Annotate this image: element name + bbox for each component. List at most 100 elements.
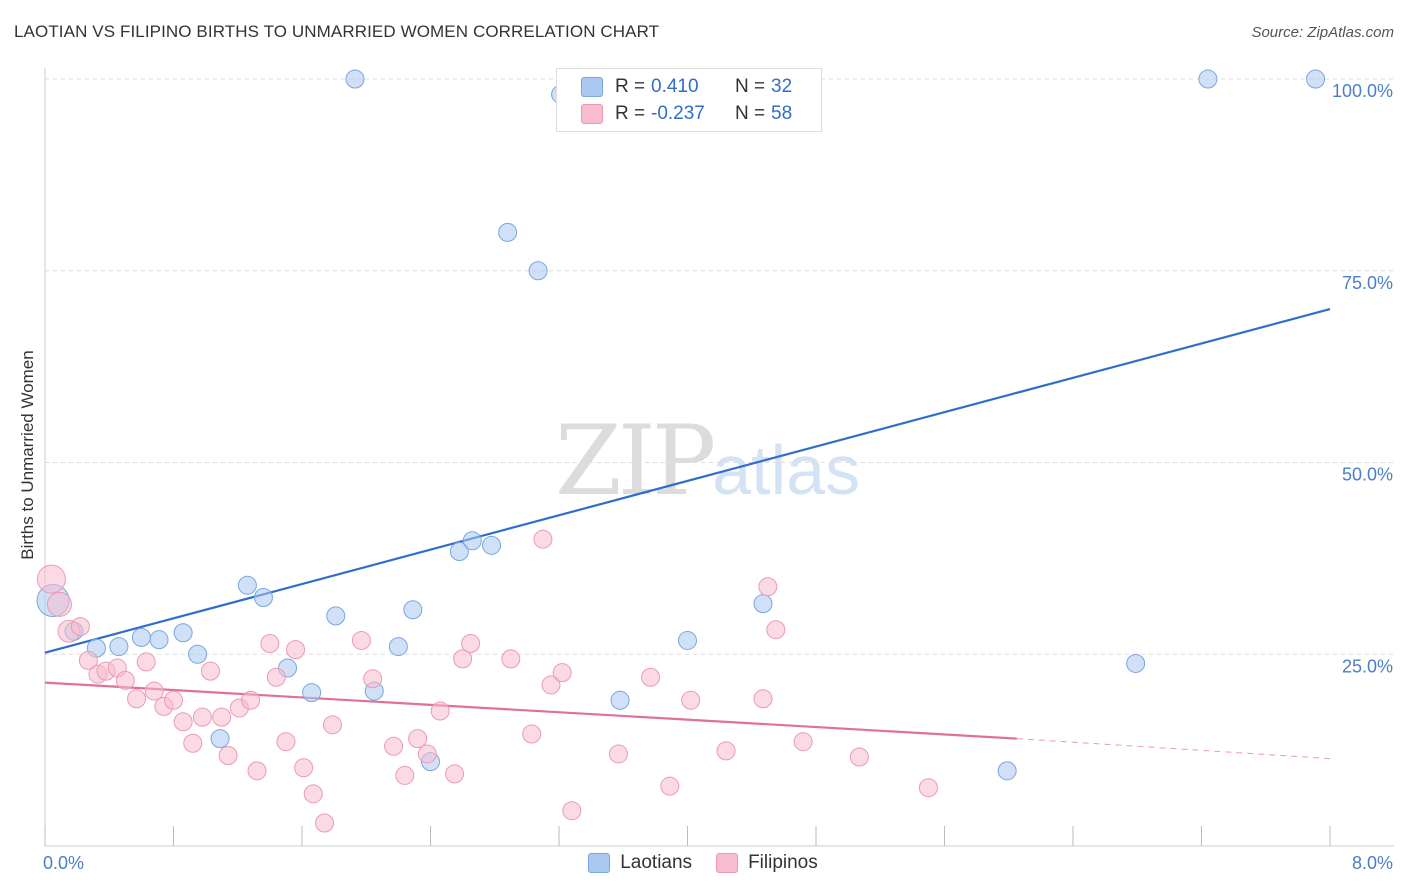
filipino-point xyxy=(286,640,306,660)
legend-label-filipinos: Filipinos xyxy=(748,852,818,873)
filipino-point xyxy=(408,729,428,749)
y-tick-label: 100.0% xyxy=(1332,81,1393,101)
laotian-point xyxy=(131,627,151,647)
filipino-point xyxy=(46,591,72,617)
laotian-point xyxy=(678,630,697,650)
filipino-point xyxy=(351,630,371,650)
stats-legend: R = 0.410 N = 32 R = -0.237 N = 58 xyxy=(556,68,822,132)
filipino-point xyxy=(384,736,404,756)
legend-r-value: -0.237 xyxy=(651,103,705,124)
grid-lines xyxy=(45,78,1394,655)
legend-n-value: 32 xyxy=(771,76,793,97)
legend-swatch-filipinos xyxy=(716,853,739,873)
laotian-point xyxy=(326,606,346,626)
laotian-trend-line xyxy=(44,308,1331,654)
filipino-point xyxy=(552,663,572,683)
filipino-trend-line xyxy=(44,681,1017,740)
filipino-point xyxy=(716,741,736,761)
laotian-point xyxy=(462,531,482,551)
laotian-point xyxy=(528,261,548,281)
trend-lines xyxy=(44,308,1331,760)
filipino-point xyxy=(533,529,553,549)
filipino-point xyxy=(501,649,521,669)
x-tick-label: 8.0% xyxy=(1352,853,1393,873)
laotian-point xyxy=(188,644,208,664)
watermark-zip: ZIP xyxy=(555,405,716,517)
y-tick-label: 75.0% xyxy=(1342,273,1393,293)
laotian-point xyxy=(997,761,1017,781)
filipino-point xyxy=(303,784,323,804)
filipino-point xyxy=(417,744,437,764)
laotian-point xyxy=(1198,69,1218,89)
filipino-point xyxy=(183,733,203,753)
filipino-point xyxy=(115,670,135,690)
y-tick-label: 50.0% xyxy=(1342,465,1393,485)
filipino-point xyxy=(323,715,343,735)
laotian-point xyxy=(302,683,322,703)
series-legend: Laotians Filipinos xyxy=(0,852,1406,874)
filipino-point xyxy=(276,732,296,752)
y-tick-label: 25.0% xyxy=(1342,656,1393,676)
laotian-point xyxy=(388,637,408,657)
filipino-point xyxy=(758,577,778,597)
filipino-point xyxy=(218,745,238,765)
filipino-point xyxy=(641,667,661,687)
filipino-point xyxy=(793,732,813,752)
legend-row-laotians: R = 0.410 N = 32 xyxy=(581,74,792,100)
filipino-point xyxy=(78,650,98,670)
legend-r-label: R = xyxy=(615,76,646,97)
laotian-point xyxy=(109,637,129,657)
legend-swatch-laotians xyxy=(588,853,611,873)
filipino-point xyxy=(562,801,582,821)
legend-n-label: N = xyxy=(735,76,766,97)
filipino-point xyxy=(127,689,147,709)
laotian-point xyxy=(1306,69,1326,89)
filipino-point xyxy=(36,564,66,594)
laotian-point xyxy=(345,69,365,89)
filipino-point xyxy=(753,689,773,709)
filipino-point xyxy=(395,765,415,785)
filipino-point xyxy=(136,652,156,672)
legend-swatch-filipinos xyxy=(581,104,603,124)
laotian-point xyxy=(253,587,273,607)
filipino-point xyxy=(849,747,869,767)
laotian-point xyxy=(237,575,257,595)
laotian-point xyxy=(482,535,502,555)
legend-n-label: N = xyxy=(735,103,766,124)
filipino-point xyxy=(461,634,481,654)
filipino-point xyxy=(522,724,542,744)
laotian-point xyxy=(449,541,469,561)
x-tick-label: 0.0% xyxy=(43,853,84,873)
filipino-point xyxy=(212,707,232,727)
legend-r-value: 0.410 xyxy=(651,76,699,97)
filipino-trend-extension xyxy=(1016,738,1331,760)
laotian-point xyxy=(403,600,423,620)
laotian-point xyxy=(610,690,630,710)
filipino-point xyxy=(241,690,261,710)
filipino-point xyxy=(608,744,628,764)
filipino-point xyxy=(70,617,90,637)
laotian-point xyxy=(149,630,169,650)
tick-labels: 25.0% 50.0% 75.0% 100.0% 0.0% 8.0% xyxy=(43,81,1393,873)
laotian-point xyxy=(210,729,230,749)
filipino-point xyxy=(681,690,701,710)
source-credit: Source: ZipAtlas.com xyxy=(1251,24,1394,41)
filipino-point xyxy=(144,681,164,701)
laotian-point xyxy=(753,594,773,614)
filipino-point xyxy=(918,778,938,798)
filipino-point xyxy=(541,675,561,695)
filipino-point xyxy=(247,761,267,781)
laotian-point xyxy=(173,623,193,643)
filipino-point xyxy=(363,669,383,689)
filipino-point xyxy=(314,813,334,833)
filipino-point xyxy=(660,776,680,796)
laotian-point xyxy=(1126,653,1146,673)
legend-n-value: 58 xyxy=(771,103,793,124)
laotian-point xyxy=(498,222,518,242)
chart-title: LAOTIAN VS FILIPINO BIRTHS TO UNMARRIED … xyxy=(14,22,660,41)
filipino-point xyxy=(200,661,220,681)
legend-row-filipinos: R = -0.237 N = 58 xyxy=(581,101,792,127)
filipino-point xyxy=(260,634,280,654)
watermark: ZIPatlas xyxy=(555,405,860,517)
